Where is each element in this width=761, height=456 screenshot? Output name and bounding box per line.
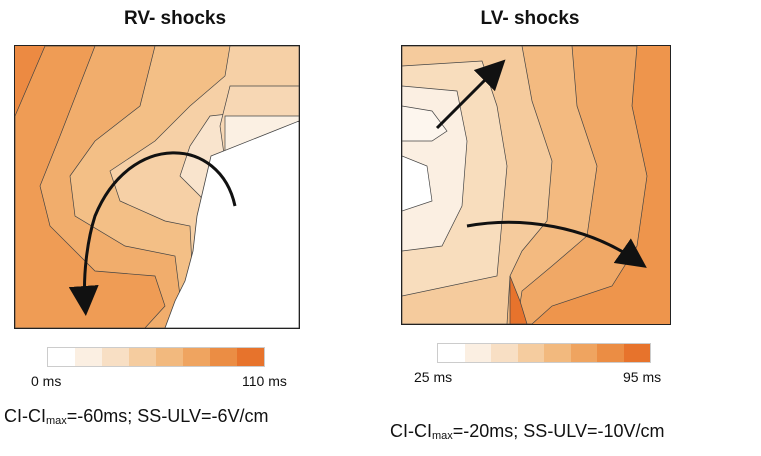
color-scale-step [491,344,518,362]
activation-arrow-bottom [466,220,647,268]
color-scale-step [183,348,210,366]
lv-color-scale [437,343,651,363]
lv-activation-map [401,45,671,325]
lv-scale-max-label: 95 ms [623,369,662,385]
color-scale-step [102,348,129,366]
color-scale-step [237,348,264,366]
activation-arrow-top [435,59,506,130]
color-scale-step [517,344,544,362]
color-scale-step [464,344,491,362]
color-scale-step [48,348,75,366]
color-scale-step [544,344,571,362]
color-scale-step [129,348,156,366]
lv-scale-min-label: 25 ms [414,369,453,385]
rv-scale-min-label: 0 ms [31,373,62,389]
color-scale-step [570,344,597,362]
rv-caption: CI-CImax=-60ms; SS-ULV=-6V/cm [4,406,269,427]
color-scale-step [210,348,237,366]
rv-scale-max-label: 110 ms [242,373,287,389]
rv-shocks-title: RV- shocks [123,8,227,29]
lv-shocks-title: LV- shocks [480,8,580,29]
color-scale-step [438,344,465,362]
lv-caption: CI-CImax=-20ms; SS-ULV=-10V/cm [390,421,665,442]
activation-arrow [68,151,237,316]
color-scale-step [623,344,650,362]
color-scale-step [75,348,102,366]
rv-color-scale [47,347,265,367]
color-scale-step [597,344,624,362]
rv-activation-map [14,45,300,329]
color-scale-step [156,348,183,366]
